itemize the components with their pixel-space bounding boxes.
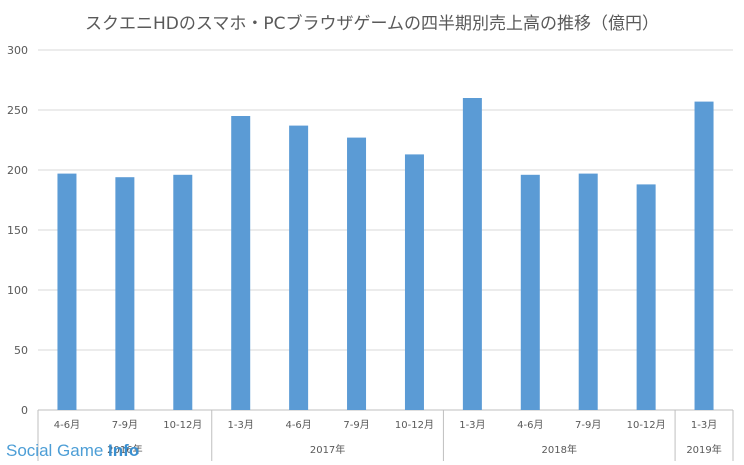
chart-title: スクエニHDのスマホ・PCブラウザゲームの四半期別売上高の推移（億円） [85,14,659,34]
bar [57,173,77,410]
x-tick-label: 7-9月 [343,419,369,431]
bar [115,177,135,410]
bar [578,173,598,410]
y-tick-label: 250 [7,104,28,117]
year-group-label: 2019年 [686,443,721,456]
x-tick-label: 4-6月 [517,419,543,431]
bar [694,101,714,410]
bar [347,137,367,410]
year-group-label: 2018年 [542,443,577,456]
x-tick-label: 10-12月 [163,419,202,431]
bar [404,154,424,410]
x-tick-label: 7-9月 [575,419,601,431]
year-group-label: 2016年 [107,443,142,456]
x-tick-label: 10-12月 [627,419,666,431]
y-tick-label: 50 [14,344,28,357]
x-tick-label: 4-6月 [285,419,311,431]
x-tick-label: 1-3月 [691,419,717,431]
year-group-label: 2017年 [310,443,345,456]
x-tick-label: 1-3月 [228,419,254,431]
x-tick-label: 1-3月 [459,419,485,431]
x-tick-label: 10-12月 [395,419,434,431]
bar [462,98,482,410]
watermark-text-a: Social Game [6,441,109,460]
bar [289,125,309,410]
bar [636,184,656,410]
y-tick-label: 150 [7,224,28,237]
y-tick-label: 200 [7,164,28,177]
bar [231,116,251,410]
x-tick-label: 7-9月 [112,419,138,431]
watermark-text-b: Info [108,441,140,460]
bar [173,174,193,410]
y-tick-label: 0 [21,404,28,417]
y-tick-label: 300 [7,44,28,57]
watermark-logo: Social Game Info [6,441,139,461]
bar [520,174,540,410]
y-tick-label: 100 [7,284,28,297]
x-tick-label: 4-6月 [54,419,80,431]
